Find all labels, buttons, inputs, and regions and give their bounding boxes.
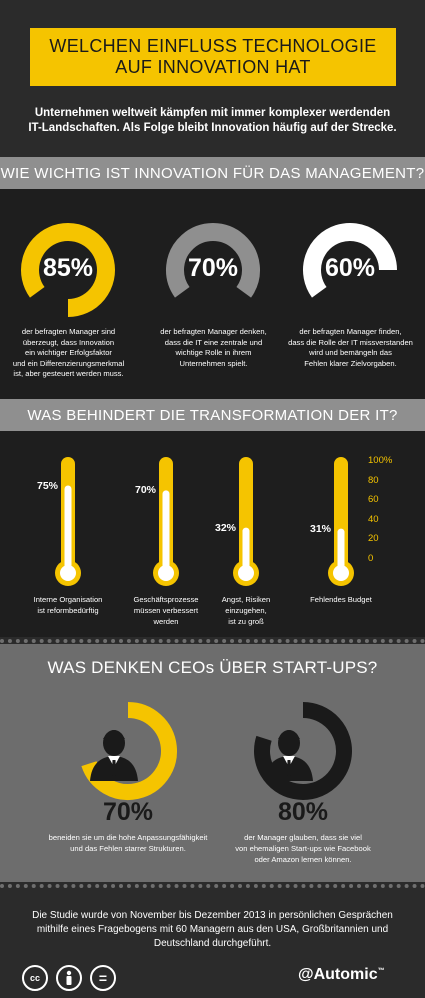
thermo-caption-4: Fehlendes Budget	[291, 594, 391, 605]
ceo-percent-2: 80%	[277, 798, 329, 826]
caption-line: der befragten Manager finden,	[299, 327, 402, 336]
donut-arc-3	[303, 223, 397, 298]
dotted-divider-bottom	[0, 884, 425, 888]
thermo-value-4: 31%	[309, 522, 331, 535]
scale-tick-6: 0	[368, 553, 374, 564]
thermo-caption-line: einzugehen,	[225, 606, 267, 615]
thermometer-svg	[55, 457, 354, 586]
person-glyph	[66, 970, 72, 985]
donut-arc-1	[21, 223, 115, 317]
title-line-1: WELCHEN EINFLUSS TECHNOLOGIE	[49, 36, 377, 56]
donut-caption-2: der befragten Manager denken, dass die IT…	[151, 327, 276, 369]
study-note: Die Studie wurde von November bis Dezemb…	[15, 909, 410, 951]
ceo-title: WAS DENKEN CEOs ÜBER START-UPS?	[47, 658, 378, 677]
donut-percent-1: 85%	[42, 254, 94, 282]
thermo-fill-3	[242, 527, 250, 573]
caption-line: wichtige Rolle in ihrem	[175, 348, 252, 357]
brand-name: @Automic	[298, 966, 378, 983]
ceo-caption-2: der Manager glauben, dass sie viel von eh…	[218, 832, 388, 865]
title-line-2: AUF INNOVATION HAT	[115, 57, 311, 77]
thermo-value-2: 70%	[134, 484, 156, 497]
scale-tick-2: 80	[368, 474, 379, 486]
scale-tick-5: 20	[368, 533, 379, 545]
thermo-caption-line: ist zu groß	[228, 617, 264, 626]
intro-line-1: Unternehmen weltweit kämpfen mit immer k…	[34, 107, 391, 119]
ceo-chart-svg	[81, 702, 352, 800]
thermo-bulb-fill-2	[158, 565, 174, 581]
thermometer-chart: 75% Interne Organisation ist reformbedürft…	[0, 431, 425, 637]
thermo-bulb-fill-4	[333, 565, 349, 581]
ceo-caption-line: oder Amazon lernen können.	[254, 855, 352, 864]
donut-caption-1: der befragten Manager sind überzeugt, das…	[6, 327, 131, 380]
caption-line: überzeugt, dass Innovation	[22, 337, 115, 347]
ceo-percent-1: 70%	[102, 798, 154, 826]
donut-percent-3: 60%	[324, 254, 376, 282]
caption-line: dass die Rolle der IT missverstanden	[288, 337, 413, 347]
caption-line: dass die IT eine zentrale und	[164, 337, 263, 347]
thermo-caption-line: Fehlendes Budget	[310, 595, 372, 604]
donut-chart-area	[21, 223, 397, 317]
ceo-caption-line: der Manager glauben, dass sie viel	[244, 833, 362, 842]
intro-text: Unternehmen weltweit kämpfen mit immer k…	[20, 106, 405, 136]
donut-arc-2	[166, 223, 260, 298]
thermo-caption-1: Interne Organisation ist reformbedürftig	[18, 594, 118, 616]
ceo-stats: 70% beneiden sie um die hohe Anpassungsfä…	[0, 644, 425, 882]
scale-tick-3: 60	[368, 494, 379, 506]
ceo-donut-arc-1	[81, 702, 177, 800]
ceo-panel	[0, 644, 425, 882]
caption-line: Fehlen klarer Zielvorgaben.	[304, 358, 397, 368]
creative-commons-icon[interactable]: cc	[22, 965, 48, 991]
thermo-caption-line: Geschäftsprozesse	[133, 595, 199, 604]
ceo-caption-line: und das Fehlen starrer Strukturen.	[70, 844, 186, 853]
caption-line: der befragten Manager sind	[21, 327, 116, 336]
section-management-header: WIE WICHTIG IST INNOVATION FÜR DAS MANAG…	[0, 157, 425, 189]
thermo-bulb-fill-3	[238, 565, 254, 581]
section-transformation-title: WAS BEHINDERT DIE TRANSFORMATION DER IT?	[27, 406, 398, 424]
scale-tick-4: 40	[368, 513, 379, 525]
no-derivatives-icon[interactable]: =	[90, 965, 116, 991]
caption-line: wird und bemängeln das	[309, 348, 392, 357]
thermo-caption-line: Interne Organisation	[33, 595, 103, 604]
thermo-value-3: 32%	[214, 521, 236, 534]
thermo-caption-line: werden	[153, 617, 179, 626]
thermo-fill-2	[162, 490, 170, 573]
automic-logo[interactable]: @Automic™	[298, 966, 385, 984]
thermo-caption-2: Geschäftsprozesse müssen verbessert werden	[116, 594, 216, 627]
ceo-caption-1: beneiden sie um die hohe Anpassungsfähig…	[43, 832, 213, 854]
donut-caption-3: der befragten Manager finden, dass die Ro…	[288, 327, 413, 369]
donut-percent-2: 70%	[187, 254, 239, 282]
brand-trademark: ™	[377, 967, 385, 975]
caption-line: der befragten Manager denken,	[160, 327, 267, 336]
manager-silhouette-icon	[90, 730, 138, 781]
thermo-value-1: 75%	[36, 479, 58, 492]
study-note-line-3: Deutschland durchgeführt.	[153, 938, 272, 949]
thermo-bulb-fill-1	[60, 565, 76, 581]
scale-tick-1: 100%	[368, 455, 393, 466]
thermo-caption-line: müssen verbessert	[133, 606, 199, 615]
cc-label: cc	[29, 973, 40, 983]
thermo-fill-4	[337, 528, 345, 573]
section-management-title: WIE WICHTIG IST INNOVATION FÜR DAS MANAG…	[0, 164, 425, 182]
thermo-caption-line: Angst, Risiken	[221, 595, 271, 604]
ceo-caption-line: beneiden sie um die hohe Anpassungsfähig…	[48, 833, 208, 842]
thermo-fill-1	[64, 485, 72, 573]
ceo-donut-arc-2	[254, 702, 352, 800]
thermo-caption-3: Angst, Risiken einzugehen, ist zu groß	[196, 594, 296, 627]
caption-line: ist, aber gesteuert werden muss.	[13, 369, 124, 378]
dotted-divider-top	[0, 639, 425, 643]
title-banner: WELCHEN EINFLUSS TECHNOLOGIE AUF INNOVAT…	[30, 28, 396, 86]
study-note-line-2: mithilfe eines Fragebogens mit 60 Manage…	[36, 924, 389, 935]
attribution-person-icon[interactable]	[56, 965, 82, 991]
thermo-caption-line: ist reformbedürftig	[37, 606, 99, 615]
caption-line: Unternehmen spielt.	[179, 358, 248, 368]
ceo-caption-line: von ehemaligen Start-ups wie Facebook	[235, 844, 371, 853]
study-note-line-1: Die Studie wurde von November bis Dezemb…	[32, 910, 393, 921]
equals-label: =	[98, 970, 108, 986]
intro-line-2: IT-Landschaften. Als Folge bleibt Innova…	[28, 122, 397, 134]
manager-silhouette-icon	[265, 730, 313, 781]
caption-line: und ein Differenzierungsmerkmal	[12, 358, 125, 368]
section-transformation-header: WAS BEHINDERT DIE TRANSFORMATION DER IT?	[0, 399, 425, 431]
management-stats: 85% der befragten Manager sind überzeugt, …	[0, 189, 425, 399]
caption-line: ein wichtiger Erfolgsfaktor	[25, 348, 112, 357]
